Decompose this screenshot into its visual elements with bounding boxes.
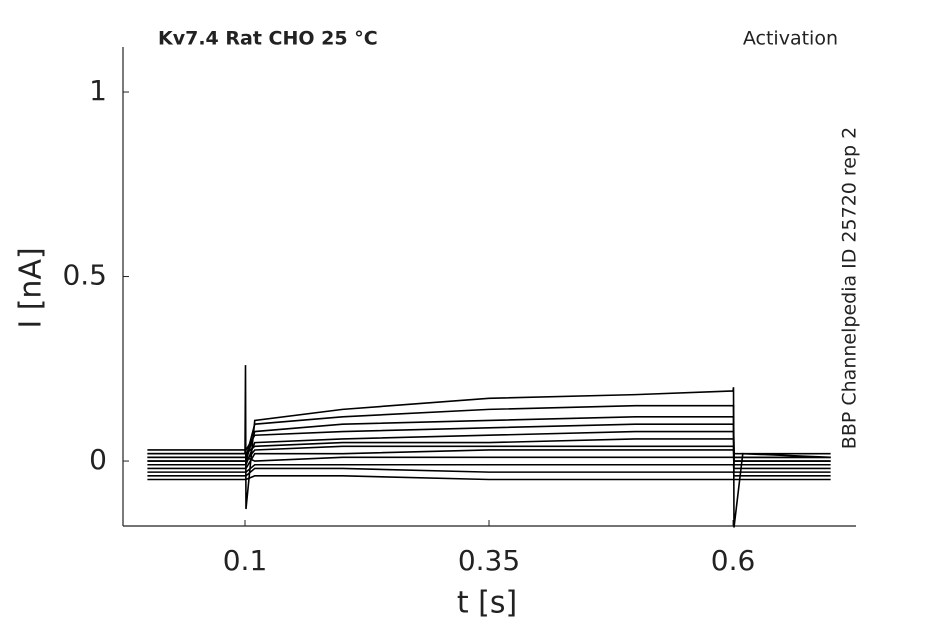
chart-title: Kv7.4 Rat CHO 25 °C	[158, 28, 378, 50]
y-tick-label: 0.5	[62, 259, 107, 292]
trace	[147, 475, 831, 481]
annotation: BBP Channelpedia ID 25720 rep 2	[839, 127, 861, 449]
chart-subtitle: Activation	[743, 28, 838, 50]
x-tick-label: 0.6	[711, 544, 756, 577]
y-tick-label: 1	[89, 74, 107, 107]
trace	[147, 456, 831, 462]
trace	[147, 365, 831, 528]
y-tick-label: 0	[89, 443, 107, 476]
x-axis-label: t [s]	[457, 586, 517, 621]
x-tick-label: 0.1	[223, 544, 268, 577]
y-axis-label: I [nA]	[14, 247, 49, 328]
x-tick-label: 0.35	[458, 544, 520, 577]
trace	[147, 467, 831, 477]
